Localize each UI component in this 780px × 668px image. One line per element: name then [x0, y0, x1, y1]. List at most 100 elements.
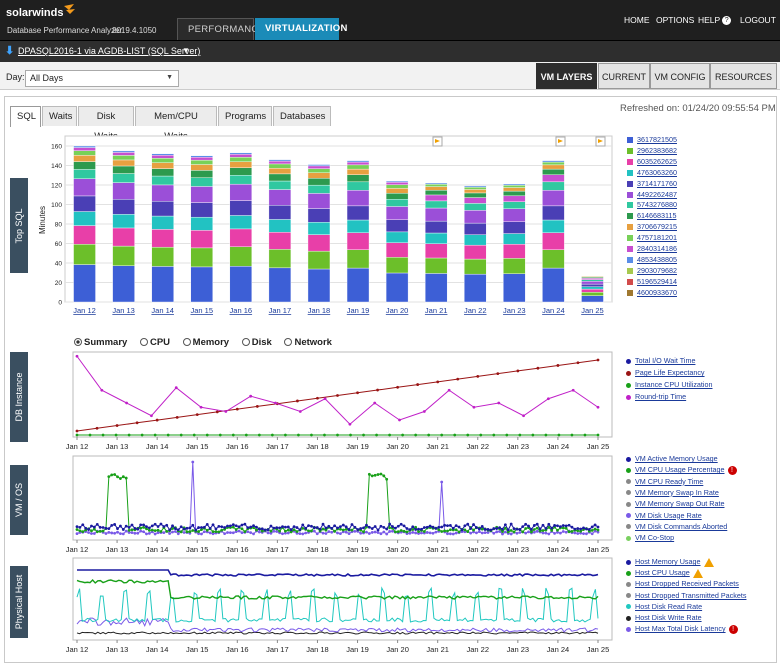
warning-icon [703, 557, 714, 567]
series-cpu-point [453, 433, 457, 437]
tab-resources[interactable]: RESOURCES [710, 63, 777, 89]
x-tick-label: Jan 19 [347, 306, 370, 315]
legend-item[interactable]: Host Memory Usage [626, 557, 714, 567]
bar-segment [112, 152, 135, 156]
legend-item[interactable]: 4763063260 [627, 168, 677, 177]
legend-item[interactable]: Page Life Expectancy [626, 368, 705, 377]
tab-virtualization[interactable]: VIRTUALIZATION [255, 18, 347, 40]
series-vm-memory-point [182, 527, 186, 531]
bar-segment [151, 184, 174, 202]
solarwinds-logo[interactable]: solarwinds [6, 4, 76, 20]
bar-segment [229, 228, 253, 248]
legend-item[interactable]: 2903079682 [627, 266, 677, 275]
bar-segment [542, 161, 565, 166]
series-vm-memory-point [153, 522, 157, 526]
series-cpu-point [75, 433, 79, 437]
chevron-down-icon[interactable]: ▼ [182, 46, 190, 55]
legend-item[interactable]: VM Active Memory Usage [626, 454, 718, 463]
subtab-sql[interactable]: SQL [10, 106, 41, 127]
help-link[interactable]: HELP? [698, 15, 732, 26]
legend-item[interactable]: VM Memory Swap Out Rate [626, 499, 724, 508]
bar-segment [424, 243, 448, 259]
tab-vm-config[interactable]: VM CONFIG [650, 63, 710, 89]
tab-current[interactable]: CURRENT [598, 63, 650, 89]
radio-cpu[interactable]: CPU [139, 337, 170, 348]
series-vm-memory-point [139, 523, 143, 527]
series-vm-memory-point [573, 527, 577, 531]
legend-item[interactable]: 6146683115 [627, 211, 676, 220]
bar-segment [503, 221, 526, 234]
series-vm-disk-point [582, 532, 585, 536]
legend-item[interactable]: 3714171760 [627, 179, 677, 188]
legend-item[interactable]: 4492262487 [627, 190, 677, 199]
series-page-life-point [255, 405, 259, 408]
legend-item[interactable]: VM CPU Usage Percentage! [626, 465, 737, 475]
tab-vm-layers[interactable]: VM LAYERS [536, 63, 597, 89]
series-vm-memory-point [477, 527, 481, 531]
series-round-trip-point [75, 354, 79, 358]
subtab-databases[interactable]: Databases [273, 106, 331, 126]
top-bar: solarwinds Database Performance Analyzer… [0, 0, 780, 40]
logout-link[interactable]: LOGOUT [740, 15, 776, 25]
legend-item[interactable]: 4757181201 [627, 233, 677, 242]
legend-item[interactable]: 4600933670 [627, 288, 677, 297]
series-vm-cpu-point [81, 530, 85, 534]
legend-dot [626, 490, 631, 496]
bar-segment [542, 219, 565, 233]
series-vm-disk-point [515, 531, 519, 535]
legend-item[interactable]: Host CPU Usage [626, 568, 703, 578]
tab-performance[interactable]: PERFORMANCE [177, 18, 265, 40]
legend-item[interactable]: 6035262625 [627, 157, 677, 166]
series-vm-memory-point [202, 525, 206, 529]
radio-disk[interactable]: Disk [241, 337, 272, 348]
legend-item[interactable]: Host Disk Write Rate [626, 613, 702, 622]
legend-item[interactable]: 5196529414 [627, 277, 677, 286]
series-page-life-point [396, 385, 400, 389]
series-page-life-point [95, 426, 99, 430]
legend-item[interactable]: 3617821505 [627, 135, 677, 144]
database-selector[interactable]: DPASQL2016-1 via AGDB-LIST (SQL Server) [18, 46, 201, 56]
x-tick-label: Jan 21 [425, 306, 448, 315]
legend-item[interactable]: 2840314186 [627, 244, 677, 253]
legend-item[interactable]: Host Dropped Received Packets [626, 579, 739, 588]
bar-segment [542, 267, 565, 303]
legend-item[interactable]: Instance CPU Utilization [626, 380, 713, 389]
bar-segment [190, 170, 213, 178]
legend-item[interactable]: Host Max Total Disk Latency! [626, 624, 738, 634]
options-link[interactable]: OPTIONS [656, 15, 695, 25]
legend-item[interactable]: Host Disk Read Rate [626, 602, 702, 611]
home-link[interactable]: HOME [624, 15, 650, 25]
series-page-life-point [576, 361, 580, 365]
legend-item[interactable]: 2962383682 [627, 146, 677, 155]
bar-segment [73, 155, 96, 162]
series-host-disk-write [76, 631, 599, 635]
legend-item[interactable]: Round-trip Time [626, 392, 686, 401]
day-select[interactable]: All Days ▼ [25, 70, 179, 87]
legend-item[interactable]: 3706679215 [627, 222, 677, 231]
radio-memory[interactable]: Memory [182, 337, 229, 348]
series-vm-cpu-point [188, 530, 192, 534]
series-vm-cpu-point [234, 528, 238, 531]
x-tick-label: Jan 19 [346, 645, 369, 654]
legend-item[interactable]: VM CPU Ready Time [626, 477, 703, 486]
x-tick-label: Jan 21 [426, 545, 449, 554]
legend-item[interactable]: Host Dropped Transmitted Packets [626, 591, 746, 600]
legend-item[interactable]: VM Disk Usage Rate [626, 511, 702, 520]
radio-network[interactable]: Network [284, 337, 332, 348]
legend-item[interactable]: 5743276880 [627, 200, 677, 209]
legend-item[interactable]: 4853438805 [627, 255, 677, 264]
series-vm-cpu-point [211, 530, 215, 534]
series-vm-disk-point [425, 531, 429, 534]
bar-segment [385, 180, 409, 183]
legend-item[interactable]: VM Disk Commands Aborted [626, 522, 727, 531]
legend-item[interactable]: Total I/O Wait Time [626, 356, 695, 365]
series-vm-memory-point [370, 527, 374, 530]
subtab-programs[interactable]: Programs [218, 106, 272, 126]
legend-item[interactable]: VM Co-Stop [626, 533, 674, 542]
legend-item[interactable]: VM Memory Swap In Rate [626, 488, 719, 497]
legend-swatch [627, 169, 633, 176]
radio-summary[interactable]: Summary [74, 337, 127, 348]
series-vm-memory-point [208, 526, 212, 530]
subtab-waits[interactable]: Waits [42, 106, 77, 126]
legend-dot [626, 456, 631, 462]
